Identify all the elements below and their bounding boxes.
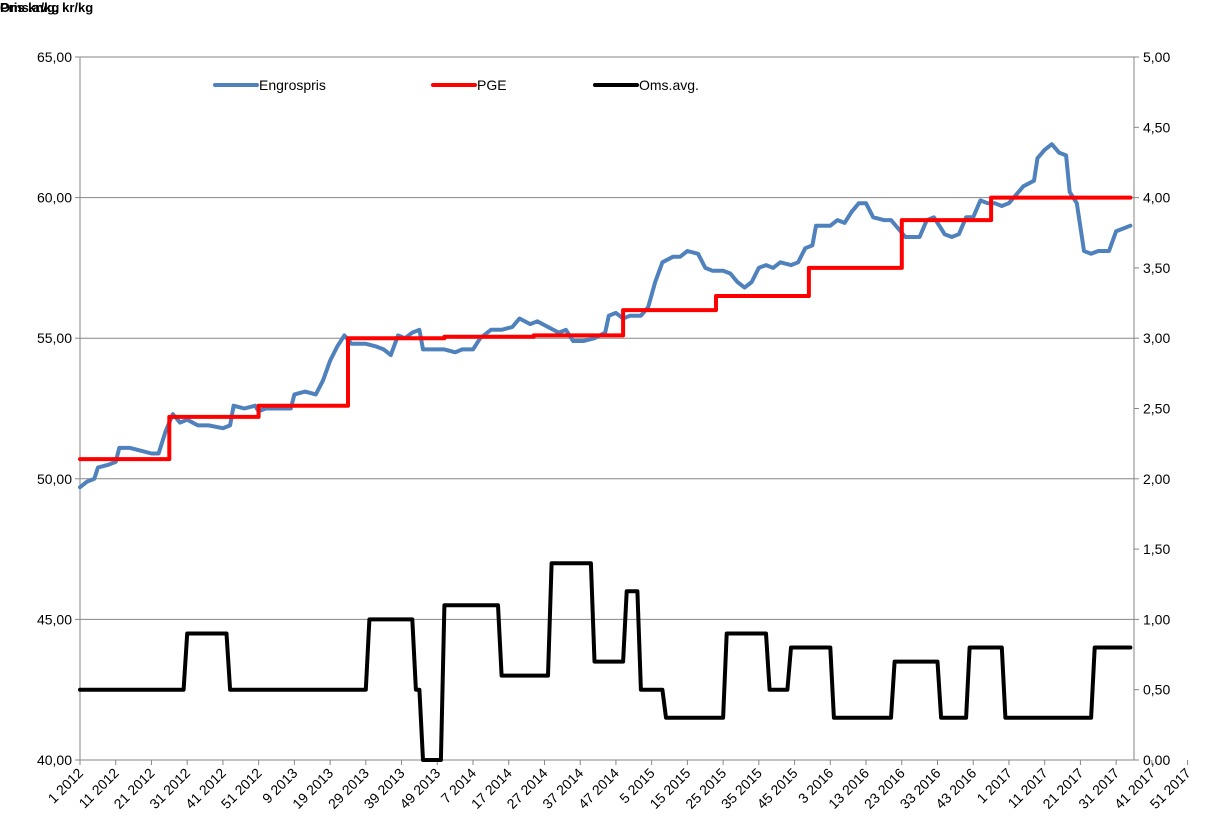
right-tick-label: 2,00 [1143, 471, 1170, 487]
right-tick-label: 0,00 [1143, 752, 1170, 768]
x-tick-label: 45 2015 [754, 765, 801, 812]
left-tick-label: 50,00 [37, 471, 72, 487]
series-line [78, 142, 1133, 490]
series-lines [78, 142, 1133, 762]
x-tick-label: 43 2016 [932, 765, 979, 812]
right-tick-label: 4,50 [1143, 119, 1170, 135]
gridlines [80, 56, 1134, 620]
legend: Engrospris PGE Oms.avg. [213, 77, 699, 93]
right-tick-label: 4,00 [1143, 190, 1170, 206]
right-tick-label: 1,00 [1143, 611, 1170, 627]
right-tick-label: 3,50 [1143, 260, 1170, 276]
legend-label: PGE [477, 77, 507, 93]
right-tick-label: 0,50 [1143, 682, 1170, 698]
legend-label: Engrospris [259, 77, 326, 93]
x-tick-label: 51 2012 [218, 765, 265, 812]
right-tick-label: 1,50 [1143, 541, 1170, 557]
right-tick-label: 5,00 [1143, 49, 1170, 65]
series-line [78, 561, 1133, 762]
x-tick-label: 47 2014 [575, 765, 622, 812]
series-line [78, 195, 1133, 462]
x-tick-label: 49 2013 [396, 765, 443, 812]
left-axis-title: Pris kr/kg [0, 0, 60, 15]
right-axis-title: Oms.avg. kr/kg [0, 0, 94, 15]
left-tick-label: 60,00 [37, 190, 72, 206]
right-tick-label: 2,50 [1143, 401, 1170, 417]
left-tick-label: 45,00 [37, 611, 72, 627]
right-y-axis: 0,00 0,50 1,00 1,50 2,00 2,50 3,00 3,50 4,00 4,50… [1134, 49, 1170, 768]
x-tick-label: 51 2017 [1147, 765, 1194, 812]
left-y-axis: 40,00 45,00 50,00 55,00 60,00 65,00 [37, 49, 80, 768]
left-tick-label: 65,00 [37, 49, 72, 65]
left-tick-label: 40,00 [37, 752, 72, 768]
legend-label: Oms.avg. [639, 77, 699, 93]
right-tick-label: 3,00 [1143, 330, 1170, 346]
left-tick-label: 55,00 [37, 330, 72, 346]
